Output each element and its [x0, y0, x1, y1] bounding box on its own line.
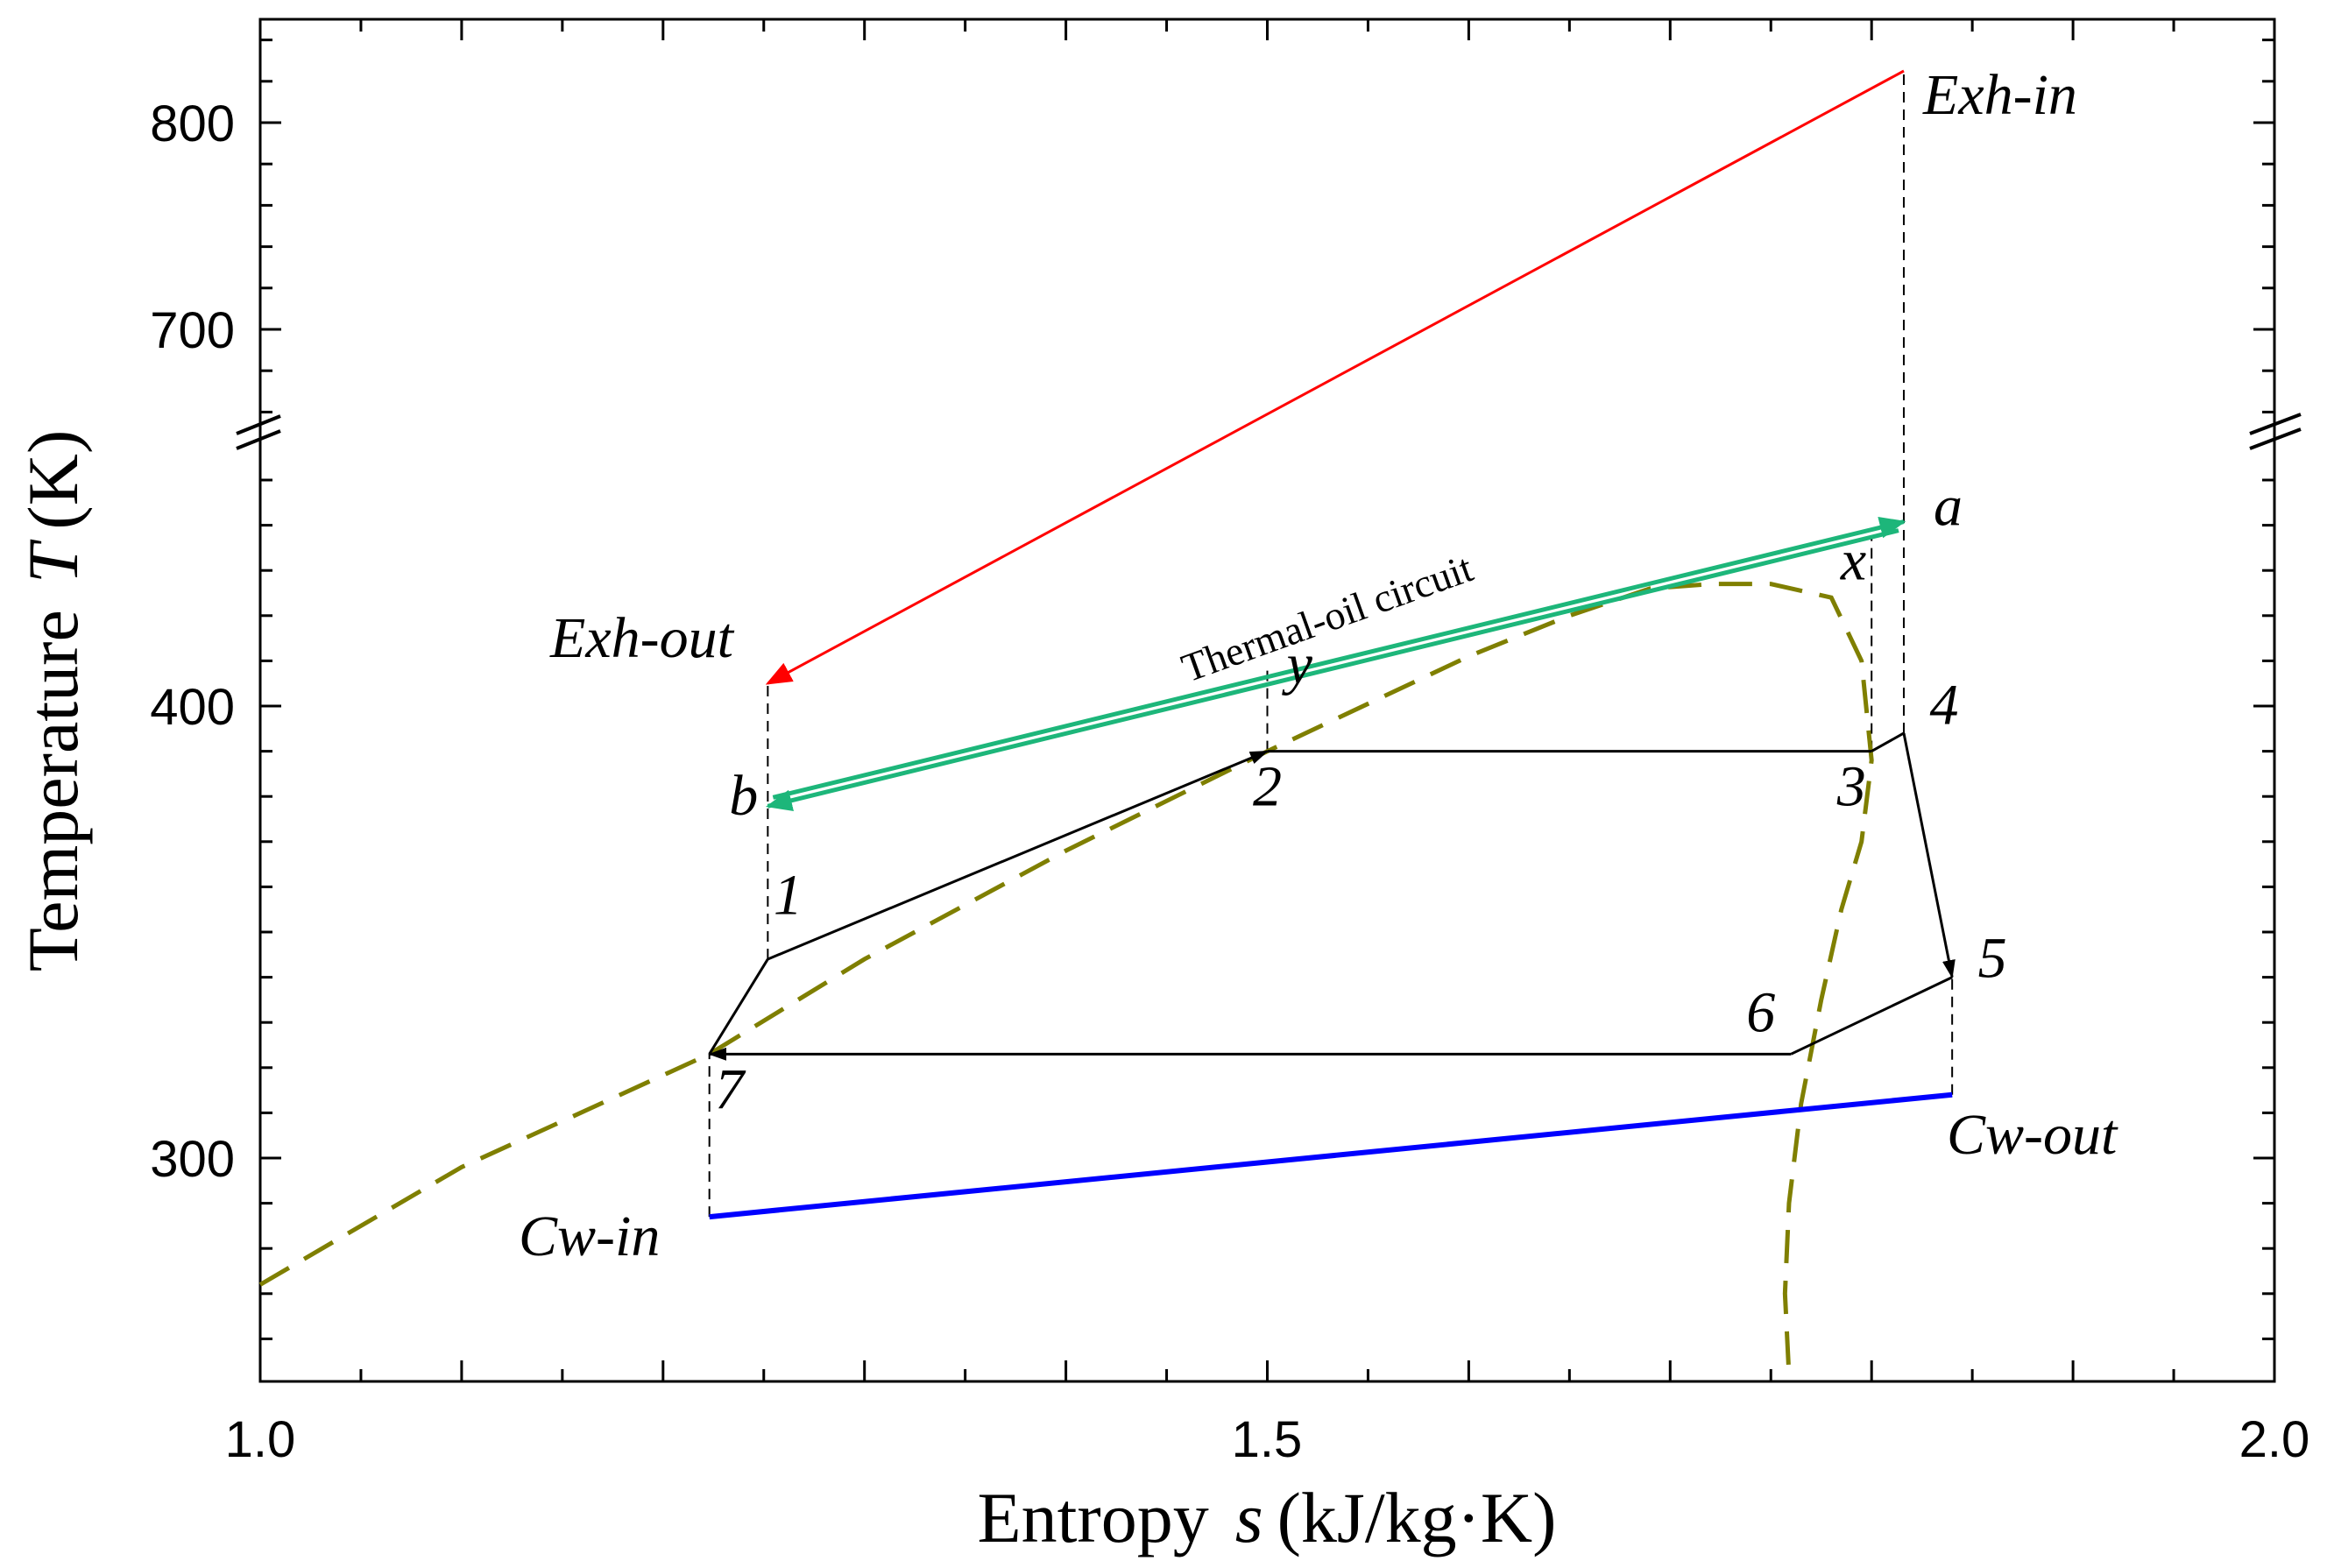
y-axis-break-right [2249, 413, 2302, 450]
orc-cycle-segment [1871, 731, 1905, 752]
y-tick-label-700: 700 [150, 302, 235, 359]
y-axis-break-left [236, 414, 281, 450]
y-axis-name: Temperature [13, 610, 93, 971]
exh-out-label: Exh-out [549, 606, 735, 670]
y-axis-unit: (K) [13, 430, 93, 530]
y-tick-label-400: 400 [150, 679, 235, 736]
y-axis-title: Temperature T (K) [13, 430, 93, 972]
x-axis-symbol: s [1235, 1478, 1263, 1557]
cw-out-label: Cw-out [1947, 1103, 2118, 1167]
state-label-a: a [1934, 475, 1963, 539]
state-label-2: 2 [1253, 755, 1282, 819]
state-label-b: b [729, 764, 758, 828]
orc-cycle-segment [708, 958, 769, 1056]
y-axis-symbol: T [13, 539, 93, 583]
x-tick-label-1: 1.0 [225, 1411, 296, 1468]
thermal-oil-heating-line [772, 516, 1906, 800]
x-axis-name: Entropy [978, 1478, 1209, 1557]
axis-ticks [260, 19, 2274, 1381]
exhaust-line [765, 69, 1905, 685]
state-label-3: 3 [1836, 755, 1866, 819]
orc-cycle [708, 731, 1956, 1061]
state-label-1: 1 [774, 863, 803, 927]
thermal-oil-return-line [765, 528, 1899, 811]
y-tick-label-300: 300 [150, 1131, 235, 1188]
x-axis-title: Entropy s (kJ/kg·K) [978, 1478, 1557, 1557]
exh-in-label: Exh-in [1922, 63, 2077, 127]
x-tick-label-3: 2.0 [2239, 1411, 2310, 1468]
state-label-5: 5 [1978, 927, 2007, 991]
x-tick-label-2: 1.5 [1232, 1411, 1303, 1468]
orc-cycle-segment [1790, 976, 1953, 1056]
state-label-x: x [1840, 529, 1866, 593]
state-point-labels: 1 2 34 5 6 7 a b x y [715, 475, 2006, 1122]
state-label-4: 4 [1929, 674, 1958, 738]
plot-frame [258, 18, 2276, 1383]
state-label-7: 7 [715, 1057, 746, 1121]
y-tick-label-800: 800 [150, 95, 235, 152]
cooling-water-line [709, 1091, 1953, 1220]
state-guide-lines [708, 71, 1954, 1218]
saturation-curve [258, 582, 1874, 1375]
state-label-y: y [1282, 632, 1313, 696]
cw-in-label: Cw-in [519, 1204, 660, 1268]
orc-cycle-segment [1902, 732, 1956, 979]
x-axis-unit: (kJ/kg·K) [1277, 1478, 1557, 1557]
orc-cycle-segment [767, 750, 1269, 961]
state-label-6: 6 [1746, 981, 1775, 1045]
